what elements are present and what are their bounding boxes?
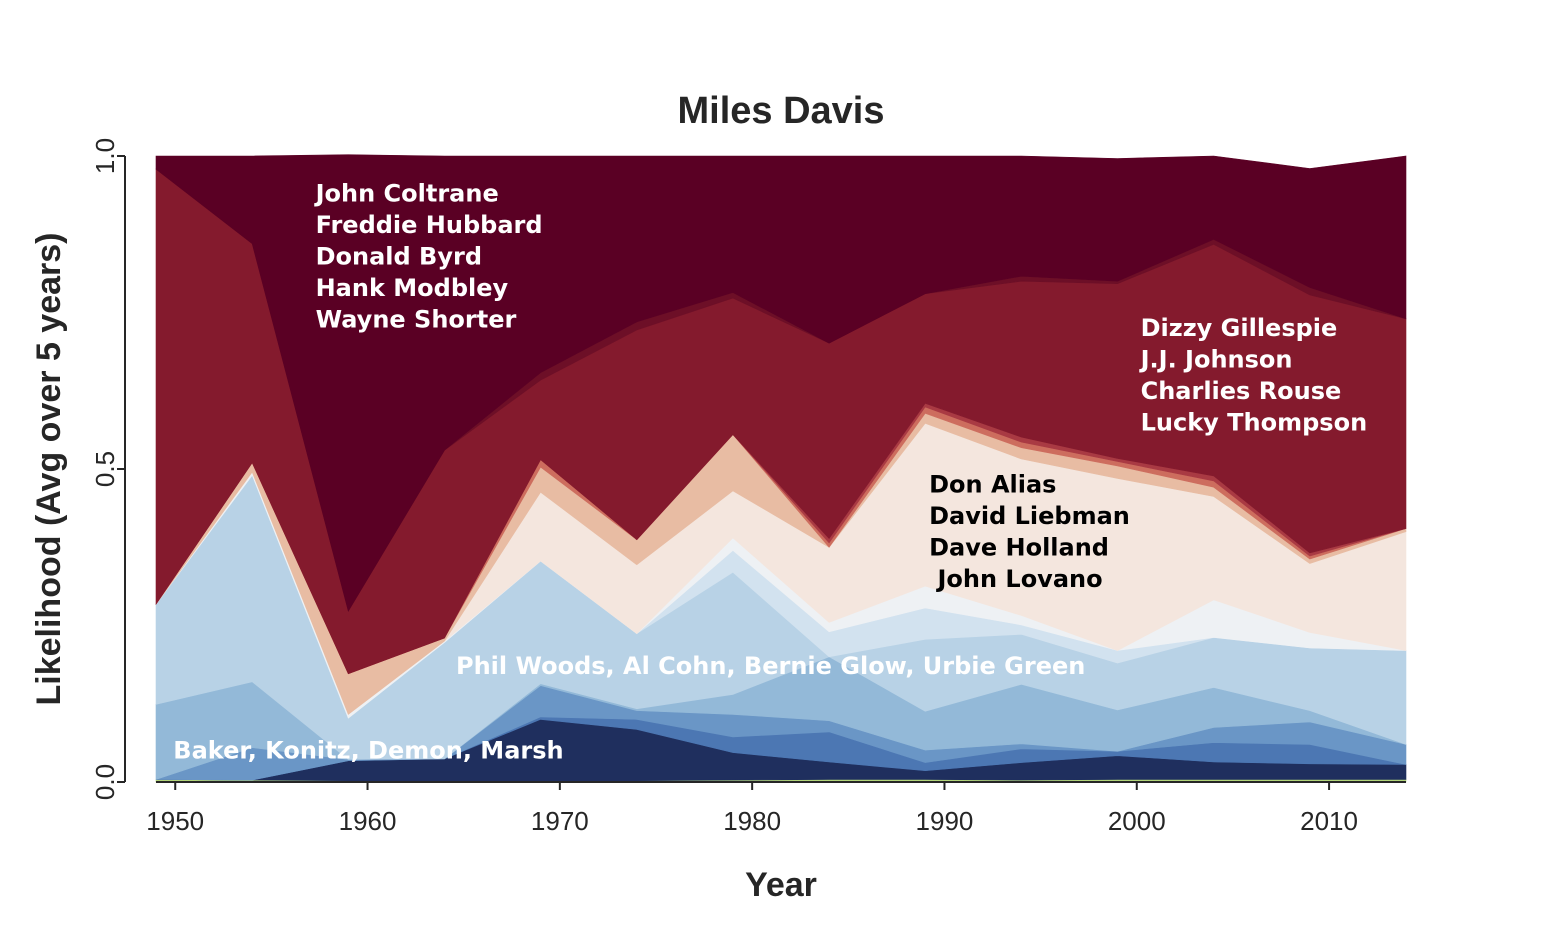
annotation-line: Donald Byrd [316,243,482,271]
annotation-line: Freddie Hubbard [316,211,543,239]
annotation-3: Phil Woods, Al Cohn, Bernie Glow, Urbie … [456,652,1085,680]
x-tick-label: 2010 [1300,806,1358,836]
x-tick-label: 1980 [723,806,781,836]
x-tick-label: 1960 [339,806,397,836]
y-tick-label: 0.5 [90,451,120,487]
chart-title: Miles Davis [678,90,885,132]
axes: 1950 1960 1970 1980 1990 2000 2010 0.0 0.5 1.0 [90,138,1406,836]
y-tick-label: 1.0 [90,138,120,174]
area-series-14 [155,154,1407,612]
annotation-line: Charlies Rouse [1141,377,1342,405]
annotation-2: Don Alias David Liebman Dave Holland John … [929,471,1130,594]
area-layers [155,154,1407,783]
annotation-line: Wayne Shorter [316,306,517,334]
x-tick-label: 1950 [146,806,204,836]
annotations: John Coltrane Freddie Hubbard Donald Byrd H… [173,180,1367,765]
annotation-line: Baker, Konitz, Demon, Marsh [173,737,563,765]
annotation-0: John Coltrane Freddie Hubbard Donald Byrd H… [314,180,543,334]
x-tick-label: 1990 [916,806,974,836]
x-axis-label: Year [745,866,817,904]
annotation-1: Dizzy Gillespie J.J. Johnson Charlies Rous… [1139,314,1368,437]
annotation-line: John Coltrane [314,180,499,208]
y-axis-label: Likelihood (Avg over 5 years) [30,233,68,706]
annotation-line: Phil Woods, Al Cohn, Bernie Glow, Urbie … [456,652,1085,680]
x-tick-label: 2000 [1108,806,1166,836]
annotation-line: Don Alias [929,471,1056,499]
annotation-4: Baker, Konitz, Demon, Marsh [173,737,563,765]
annotation-line: Dave Holland [929,534,1109,562]
annotation-line: Hank Modbley [316,274,509,302]
annotation-line: David Liebman [929,502,1130,530]
annotation-line: Lucky Thompson [1141,409,1368,437]
annotation-line: Dizzy Gillespie [1141,314,1338,342]
annotation-line: J.J. Johnson [1139,346,1293,374]
y-tick-label: 0.0 [90,764,120,800]
x-tick-label: 1970 [531,806,589,836]
annotation-line: John Lovano [929,565,1103,593]
